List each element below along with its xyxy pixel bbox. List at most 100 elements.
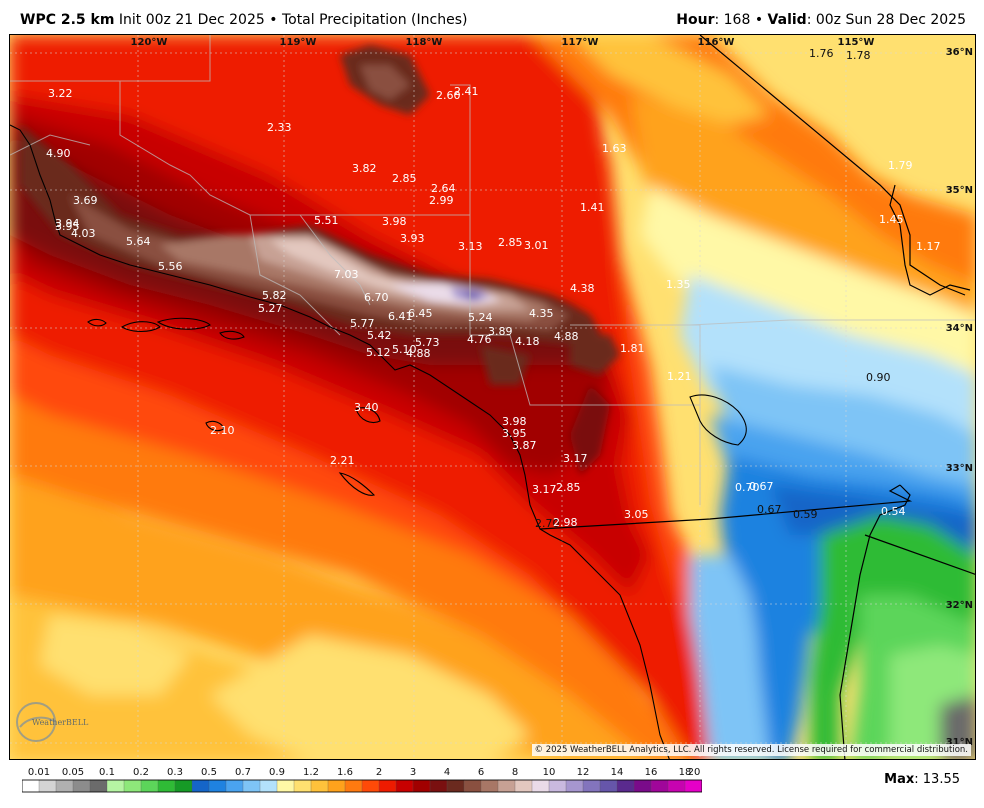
point-value: 3.98 — [502, 415, 527, 428]
point-value: 4.35 — [529, 307, 554, 320]
legend-swatch — [293, 779, 312, 793]
legend-swatch — [225, 779, 244, 793]
legend-swatch — [412, 779, 431, 793]
point-value: 6.45 — [408, 307, 433, 320]
legend-label: 16 — [645, 767, 658, 778]
legend-swatch — [599, 779, 618, 793]
point-value: 5.42 — [367, 329, 392, 342]
point-value: 3.82 — [352, 162, 377, 175]
borders — [539, 35, 975, 759]
point-value: 2.64 — [431, 182, 456, 195]
legend-label: 0.7 — [235, 767, 251, 778]
point-value: 4.90 — [46, 147, 71, 160]
legend-label: 18 — [679, 767, 692, 778]
legend-frame — [22, 779, 702, 793]
legend-label: 12 — [577, 767, 590, 778]
longitude-label: 118°W — [406, 37, 443, 48]
max-value: Max: 13.55 — [884, 772, 960, 787]
legend-swatch — [378, 779, 397, 793]
point-value: 1.76 — [809, 47, 834, 60]
point-value: 2.60 — [436, 89, 461, 102]
point-value: 5.24 — [468, 311, 493, 324]
latitude-label: 34°N — [946, 323, 973, 334]
legend-swatch — [123, 779, 142, 793]
point-value: 3.89 — [488, 325, 513, 338]
point-value: 5.82 — [262, 289, 287, 302]
legend-swatch — [667, 779, 686, 793]
point-value: 3.69 — [73, 194, 98, 207]
point-value: 4.18 — [515, 335, 540, 348]
point-value: 2.10 — [210, 424, 235, 437]
legend-label: 1.2 — [303, 767, 319, 778]
legend-swatch — [480, 779, 499, 793]
latitude-label: 36°N — [946, 47, 973, 58]
point-value-labels: 3.22 2.33 2.602.41 1.76 1.78 4.90 1.63 3.82 2.85… — [46, 47, 941, 530]
point-value: 0.67 — [757, 503, 782, 516]
legend-label: 14 — [611, 767, 624, 778]
legend-swatch — [497, 779, 516, 793]
point-value: 6.41 — [388, 310, 413, 323]
point-value: 2.85 — [556, 481, 581, 494]
precip-shading — [10, 35, 975, 759]
longitude-labels: 120°W 119°W 118°W 117°W 116°W 115°W — [131, 37, 875, 48]
separator: • — [269, 12, 278, 28]
legend-swatch — [276, 779, 295, 793]
valid-value: : 00z Sun 28 Dec 2025 — [806, 12, 966, 28]
point-value: 3.95 — [502, 427, 527, 440]
point-value: 1.21 — [667, 370, 692, 383]
legend-label: 4 — [444, 767, 450, 778]
point-value: 6.70 — [364, 291, 389, 304]
point-value: 2.85 — [392, 172, 417, 185]
point-value: 5.64 — [126, 235, 151, 248]
latitude-label: 32°N — [946, 600, 973, 611]
legend-swatches — [22, 779, 702, 793]
legend-swatch — [344, 779, 363, 793]
legend-swatch — [684, 779, 702, 793]
point-value: 3.13 — [458, 240, 483, 253]
legend-swatch — [191, 779, 210, 793]
point-value: 4.38 — [570, 282, 595, 295]
weatherbell-logo: WeatherBELL — [16, 702, 89, 742]
legend-swatch — [633, 779, 652, 793]
separator-2: • — [754, 12, 764, 28]
point-value: 1.45 — [879, 213, 904, 226]
logo-text: WeatherBELL — [32, 718, 89, 727]
coastline — [10, 124, 670, 759]
legend-swatch — [650, 779, 669, 793]
point-value: 5.73 — [415, 336, 440, 349]
point-value: 2.21 — [330, 454, 355, 467]
legend-label: 8 — [512, 767, 518, 778]
legend-label: 0.5 — [201, 767, 217, 778]
legend-swatch — [89, 779, 108, 793]
point-value: 1.79 — [888, 159, 913, 172]
legend-swatch — [310, 779, 329, 793]
point-value: 3.22 — [48, 87, 73, 100]
point-value: 0.59 — [793, 508, 818, 521]
hour-value: : 168 — [714, 12, 751, 28]
latitude-labels: 36°N 35°N 34°N 33°N 32°N 31°N — [946, 47, 973, 748]
legend-label: 1.6 — [337, 767, 353, 778]
point-value: 7.03 — [334, 268, 359, 281]
legend-label: 0.3 — [167, 767, 183, 778]
legend-label: 10 — [543, 767, 556, 778]
point-value: 5.12 — [366, 346, 391, 359]
legend-swatch — [395, 779, 414, 793]
point-value: 4.76 — [467, 333, 492, 346]
legend-swatch — [22, 779, 40, 793]
legend-label: 6 — [478, 767, 484, 778]
point-value: 0.54 — [881, 505, 906, 518]
header-right: Hour: 168 • Valid: 00z Sun 28 Dec 2025 — [676, 12, 966, 28]
point-value: 3.95 — [55, 220, 80, 233]
point-value: 3.87 — [512, 439, 537, 452]
point-value: 3.17 — [563, 452, 588, 465]
point-value: 2.33 — [267, 121, 292, 134]
legend-swatch — [582, 779, 601, 793]
point-value: 2.99 — [429, 194, 454, 207]
legend-swatch — [38, 779, 57, 793]
legend-label: 0.2 — [133, 767, 149, 778]
max-number: : 13.55 — [914, 772, 960, 787]
color-legend: 0.01 0.05 0.1 0.2 0.3 0.5 0.7 0.9 1.2 1.6 2 3 4 6 8 10 1… — [22, 767, 702, 793]
legend-label: 0.1 — [99, 767, 115, 778]
legend-label: 0.9 — [269, 767, 285, 778]
point-value: 3.05 — [624, 508, 649, 521]
